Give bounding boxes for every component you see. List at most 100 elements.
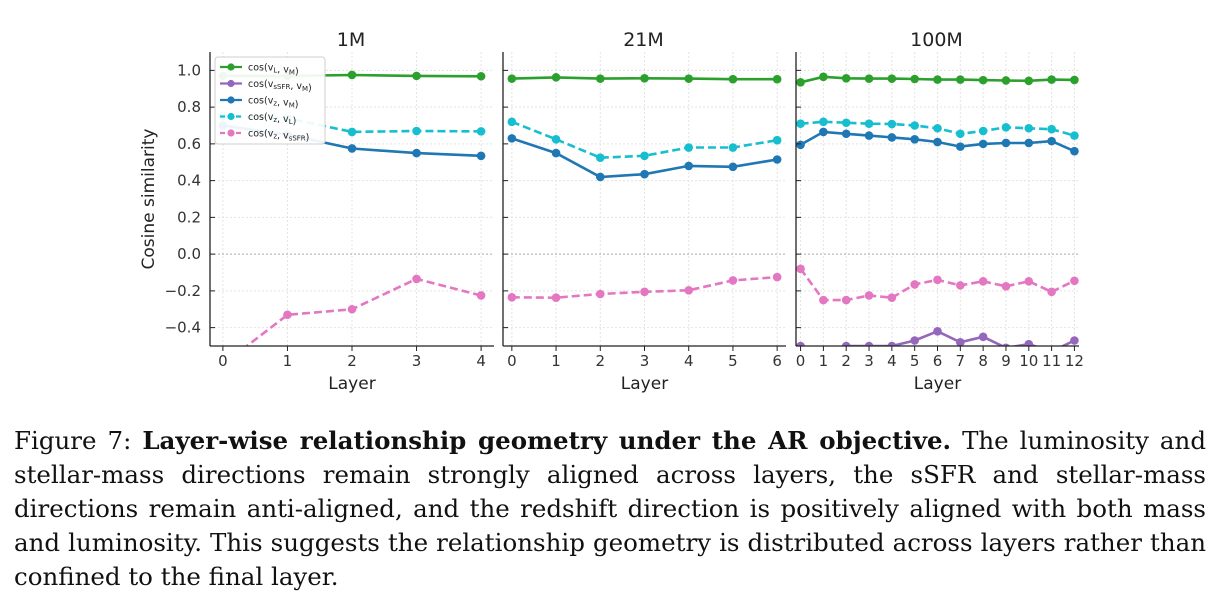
data-point-SM bbox=[412, 386, 421, 395]
data-point-LM bbox=[347, 70, 357, 80]
y-tick-label: 0.6 bbox=[177, 135, 201, 153]
data-point-ZS bbox=[819, 295, 828, 305]
data-point-ZL bbox=[412, 126, 421, 136]
x-tick-label: 6 bbox=[772, 352, 782, 370]
data-point-LM bbox=[910, 74, 919, 84]
data-point-LM bbox=[595, 74, 605, 83]
x-tick-label: 3 bbox=[412, 352, 422, 370]
data-point-ZS bbox=[728, 276, 738, 285]
data-point-SM bbox=[283, 382, 292, 391]
legend-text-part: ) bbox=[295, 67, 299, 78]
legend-label-LM: cos(vL, vM) bbox=[248, 63, 299, 78]
legend-text-part: cos(v bbox=[248, 96, 274, 107]
data-point-SM bbox=[596, 382, 605, 391]
data-point-SM bbox=[1070, 336, 1079, 345]
x-tick-label: 2 bbox=[596, 352, 606, 370]
legend-subscript: z bbox=[273, 116, 277, 124]
data-point-ZS bbox=[1070, 276, 1079, 286]
data-point-LM bbox=[772, 74, 782, 84]
data-point-SM bbox=[773, 378, 782, 387]
x-tick-label: 3 bbox=[640, 352, 650, 370]
legend-text-part: ) bbox=[306, 133, 310, 144]
y-tick-label: 0.0 bbox=[177, 245, 201, 263]
x-tick-label: 1 bbox=[551, 352, 561, 370]
legend-text-part: cos(v bbox=[248, 112, 274, 123]
y-tick-label: 1.0 bbox=[177, 61, 201, 79]
data-point-ZL bbox=[1024, 123, 1034, 133]
data-point-ZL bbox=[910, 121, 919, 130]
caption-label: Figure 7: bbox=[14, 426, 132, 455]
panel-1M: 1.0 0.8 0.6 0.4 0.2 0.0 −0.2 −0.4 0 1 2 3 4 Layer 1M bbox=[165, 29, 494, 397]
legend-marker-ZM bbox=[227, 96, 235, 104]
data-point-ZL bbox=[796, 119, 805, 128]
data-point-LM bbox=[640, 73, 649, 83]
data-point-LM bbox=[476, 71, 486, 81]
legend-text-part: , v bbox=[277, 131, 289, 142]
panel-title: 100M bbox=[910, 29, 963, 51]
data-point-ZS bbox=[412, 274, 421, 284]
figure-caption: Figure 7: Layer-wise relationship geomet… bbox=[14, 424, 1206, 594]
data-point-ZL bbox=[956, 129, 965, 139]
data-point-ZM bbox=[1070, 146, 1079, 156]
legend-text-part: , v bbox=[277, 65, 289, 76]
data-point-ZL bbox=[551, 134, 561, 144]
x-tick-label: 12 bbox=[1065, 352, 1084, 370]
legend-subscript: L bbox=[273, 67, 277, 75]
data-point-ZL bbox=[1001, 123, 1011, 132]
data-point-ZM bbox=[796, 140, 805, 150]
y-tick-label: −0.4 bbox=[165, 319, 201, 337]
legend-marker-LM bbox=[227, 63, 235, 71]
panel-21M: 0 1 2 3 4 5 6 Layer 21M bbox=[502, 29, 786, 394]
x-tick-label: 0 bbox=[507, 352, 517, 370]
legend-marker-ZS bbox=[227, 129, 235, 137]
legend-label-ZL: cos(vz, vL) bbox=[248, 112, 296, 127]
data-point-LM bbox=[933, 75, 942, 84]
x-tick-label: 1 bbox=[283, 352, 293, 370]
data-point-ZM bbox=[910, 134, 919, 144]
y-tick-label: 0.8 bbox=[177, 98, 201, 116]
data-point-SM bbox=[552, 378, 561, 387]
data-point-ZS bbox=[841, 295, 851, 305]
data-point-ZM bbox=[819, 127, 828, 137]
data-point-SM bbox=[477, 388, 486, 397]
legend-label-SM: cos(vsSFR, vM) bbox=[248, 79, 312, 94]
data-point-ZS bbox=[796, 264, 805, 274]
series-group bbox=[507, 73, 782, 391]
x-tick-label: 5 bbox=[910, 352, 920, 370]
legend-text-part: ) bbox=[293, 116, 297, 127]
data-point-ZL bbox=[595, 153, 605, 162]
data-point-ZS bbox=[1024, 277, 1034, 286]
x-axis-label: Layer bbox=[328, 374, 375, 394]
data-point-LM bbox=[684, 74, 694, 83]
x-tick-label: 0 bbox=[218, 352, 228, 370]
data-point-SM bbox=[508, 378, 517, 387]
legend-text-part: ) bbox=[308, 83, 312, 94]
legend-marker-ZL bbox=[227, 112, 235, 121]
data-point-SM bbox=[684, 378, 693, 387]
x-tick-label: 4 bbox=[684, 352, 694, 370]
data-point-SM bbox=[796, 341, 805, 346]
data-point-ZM bbox=[841, 129, 851, 139]
legend-text-part: cos(v bbox=[248, 79, 274, 90]
legend-box bbox=[214, 56, 326, 145]
data-point-SM bbox=[729, 378, 738, 387]
legend-text-part: , v bbox=[290, 81, 302, 92]
data-point-ZS bbox=[283, 310, 292, 320]
legend: cos(vL, vM)cos(vsSFR, vM)cos(vz, vM)cos(… bbox=[214, 56, 326, 145]
y-tick-label: 0.4 bbox=[177, 172, 201, 190]
data-point-LM bbox=[507, 74, 517, 83]
data-point-ZS bbox=[476, 291, 486, 300]
data-point-LM bbox=[956, 75, 965, 84]
x-tick-label: 8 bbox=[978, 352, 988, 370]
data-point-ZL bbox=[887, 119, 897, 129]
data-point-ZS bbox=[347, 304, 357, 314]
data-point-ZM bbox=[1001, 138, 1011, 148]
data-point-ZL bbox=[819, 117, 828, 127]
data-point-SM bbox=[841, 341, 851, 346]
y-axis-label: Cosine similarity bbox=[139, 129, 159, 270]
data-point-ZS bbox=[551, 293, 561, 302]
data-point-LM bbox=[412, 71, 421, 81]
data-point-ZM bbox=[507, 134, 517, 143]
data-point-ZS bbox=[595, 289, 605, 299]
data-point-LM bbox=[819, 72, 828, 82]
